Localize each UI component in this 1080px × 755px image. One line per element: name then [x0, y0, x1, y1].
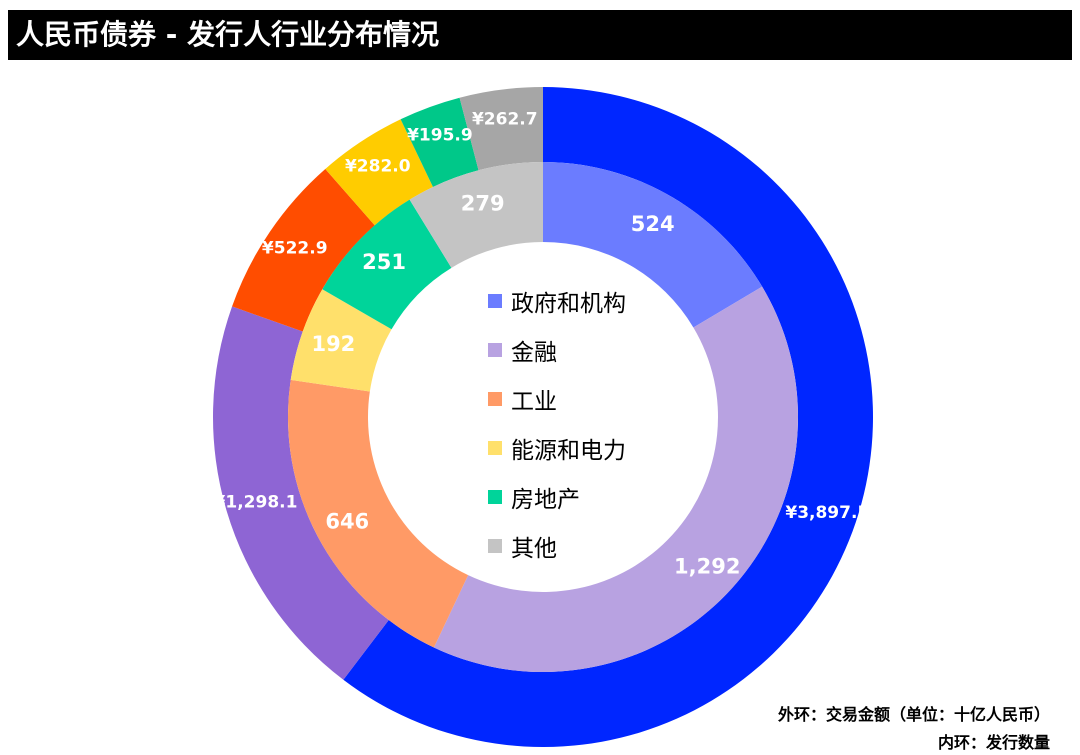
inner-ring-note: 内环：发行数量: [937, 733, 1050, 752]
legend-item: 能源和电力: [488, 423, 626, 472]
legend-item: 房地产: [488, 472, 626, 521]
legend-label: 金融: [511, 339, 557, 366]
inner-label-2: 1,292: [674, 554, 740, 578]
legend-swatch: [488, 489, 502, 504]
legend-label: 工业: [511, 388, 557, 415]
legend-swatch: [488, 440, 502, 455]
legend-swatch: [488, 538, 502, 553]
legend-item: 金融: [488, 325, 626, 374]
inner-slice-6: [409, 162, 543, 268]
inner-label-6: 279: [461, 191, 505, 215]
outer-label-3: ¥522.9: [262, 239, 328, 259]
legend-label: 其他: [511, 535, 557, 562]
outer-slice-3: [232, 168, 375, 332]
inner-label-1: 524: [631, 212, 675, 236]
inner-label-3: 646: [325, 510, 369, 534]
outer-ring-note: 外环：交易金额（单位：十亿人民币）: [777, 705, 1050, 724]
legend-swatch: [488, 391, 502, 406]
outer-slice-5: [400, 97, 479, 187]
outer-label-2: ¥1,298.1: [214, 493, 298, 513]
outer-label-1: ¥3,897.5: [785, 503, 869, 523]
legend-label: 政府和机构: [511, 290, 626, 317]
outer-label-4: ¥282.0: [345, 157, 411, 177]
outer-label-6: ¥262.7: [472, 109, 538, 129]
inner-label-4: 192: [311, 332, 355, 356]
outer-slice-6: [459, 87, 543, 171]
inner-slice-2: [433, 286, 799, 672]
outer-label-5: ¥195.9: [407, 125, 473, 145]
outer-slice-4: [325, 119, 433, 226]
inner-slice-3: [287, 379, 469, 648]
legend-swatch: [488, 293, 502, 308]
legend-item: 政府和机构: [488, 276, 626, 325]
outer-ring: [212, 87, 873, 747]
inner-slice-5: [322, 199, 452, 330]
legend: 政府和机构金融工业能源和电力房地产其他: [488, 276, 626, 570]
inner-slice-1: [543, 162, 763, 328]
chart-title: 人民币债券 - 发行人行业分布情况: [8, 10, 1072, 60]
outer-slice-1: [343, 87, 873, 747]
legend-label: 能源和电力: [511, 437, 626, 464]
inner-slice-4: [290, 289, 392, 392]
outer-slice-2: [212, 306, 389, 680]
inner-ring: [287, 162, 799, 672]
legend-item: 工业: [488, 374, 626, 423]
legend-swatch: [488, 342, 502, 357]
ring-labels: ¥3,897.5 ¥1,298.1 ¥522.9 ¥282.0 ¥195.9¥262.7…: [214, 109, 870, 578]
inner-label-5: 251: [362, 250, 406, 274]
legend-item: 其他: [488, 521, 626, 570]
legend-label: 房地产: [511, 486, 580, 513]
